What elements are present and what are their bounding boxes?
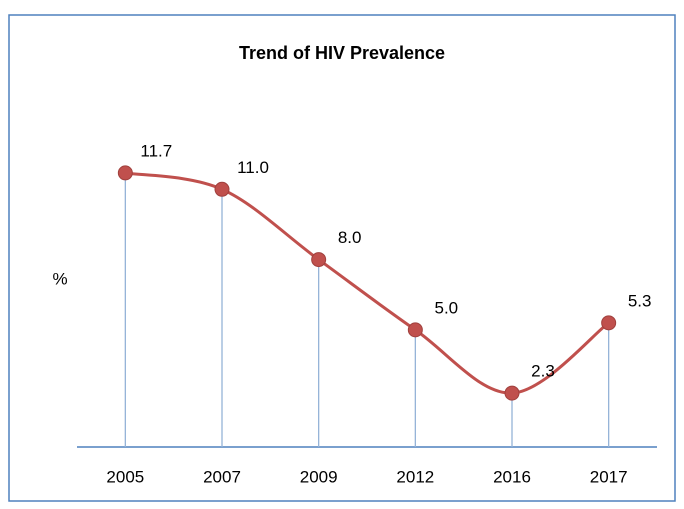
marker [117, 165, 133, 181]
data-label: 11.7 [140, 141, 172, 160]
marker [311, 252, 327, 268]
x-tick-label: 2017 [590, 467, 628, 486]
x-tick-label: 2012 [396, 467, 434, 486]
marker [214, 181, 230, 197]
marker [601, 315, 617, 331]
data-label: 2.3 [531, 362, 555, 381]
x-tick-label: 2009 [300, 467, 338, 486]
data-label: 5.3 [628, 291, 652, 310]
data-label: 8.0 [338, 228, 362, 247]
y-axis-label: % [52, 269, 67, 288]
x-tick-label: 2016 [493, 467, 531, 486]
x-tick-label: 2007 [203, 467, 241, 486]
marker [407, 322, 423, 338]
marker [504, 385, 520, 401]
data-label: 11.0 [237, 158, 269, 177]
x-tick-label: 2005 [106, 467, 144, 486]
chart-frame [8, 14, 676, 502]
chart-title: Trend of HIV Prevalence [239, 43, 445, 63]
data-label: 5.0 [435, 298, 459, 317]
